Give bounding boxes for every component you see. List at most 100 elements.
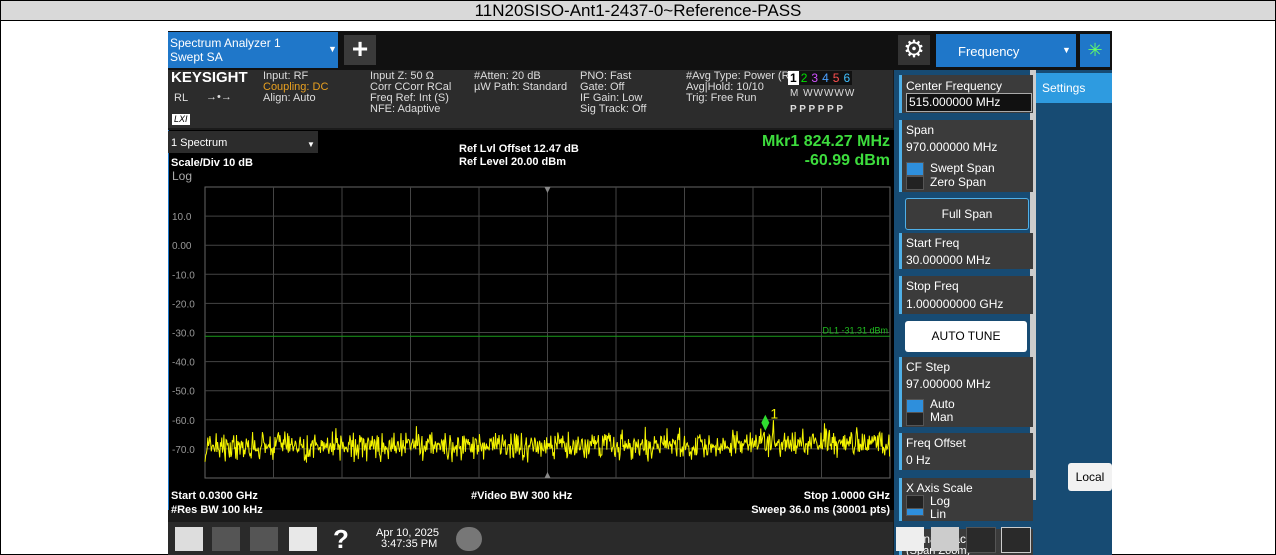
trace-number: 2 <box>800 71 808 85</box>
info-1: Coupling: DC <box>263 81 329 93</box>
header: 11N20SISO-Ant1-2437-0~Reference-PASS <box>0 0 1276 21</box>
stop-freq: Stop 1.0000 GHz <box>803 490 890 502</box>
trace-number: 4 <box>822 71 829 85</box>
value: 30.000000 MHz <box>906 253 991 267</box>
auto-tune[interactable]: AUTO TUNE <box>905 321 1027 352</box>
marker-freq: Mkr1 824.27 MHz <box>761 133 890 150</box>
info-3: µW Path: Standard <box>474 81 568 93</box>
y-tick-label: -50.0 <box>172 387 195 398</box>
y-tick-label: 0.00 <box>172 241 192 252</box>
option: Auto <box>930 397 955 411</box>
start-freq[interactable]: Start Freq 30.000000 MHz <box>899 233 1033 269</box>
stop-freq[interactable]: Stop Freq 1.000000000 GHz <box>899 276 1033 314</box>
menu-select[interactable]: Frequency ▼ <box>936 34 1076 67</box>
y-tick-label: 10.0 <box>172 212 192 223</box>
marker-label: 1 <box>770 406 778 422</box>
undo-icon[interactable] <box>212 527 240 551</box>
input[interactable]: 515.000000 MHz <box>906 93 1032 112</box>
span[interactable]: Span 970.000000 MHz Swept Span Zero Span <box>899 120 1033 192</box>
center-freq[interactable]: Center Frequency 515.000000 MHz <box>899 75 1033 113</box>
touch-icon[interactable] <box>931 527 959 551</box>
ref-offset: Ref Lvl Offset 12.47 dB <box>459 143 579 155</box>
value: 0 Hz <box>906 453 931 467</box>
gear[interactable]: ⚙ <box>898 35 930 65</box>
info-2: Corr CCorr RCal <box>370 81 452 93</box>
sweep: Sweep 36.0 ms (30001 pts) <box>751 504 890 516</box>
layout-icon[interactable] <box>896 527 924 551</box>
log-label: Log <box>172 169 193 183</box>
chat-icon[interactable] <box>456 527 482 551</box>
label: X Axis Scale <box>906 481 973 495</box>
arrow: ▼ <box>1062 45 1071 55</box>
settings-tab[interactable]: Settings <box>1036 73 1112 103</box>
y-tick-label: -70.0 <box>172 445 195 456</box>
window-tab[interactable] <box>168 131 318 153</box>
grid-icon[interactable] <box>966 527 996 553</box>
option: Lin <box>930 507 947 521</box>
radio[interactable] <box>906 412 924 426</box>
radio[interactable] <box>906 495 924 509</box>
radio[interactable] <box>906 162 924 176</box>
x-axis-scale[interactable]: X Axis Scale Log Lin <box>899 478 1033 521</box>
info-1: Input: RF <box>263 70 309 82</box>
fullscreen-icon[interactable] <box>1001 527 1031 553</box>
display-line-label: DL1 -31.31 dBm <box>822 325 888 335</box>
info-4: PNO: Fast <box>580 70 632 82</box>
help-icon[interactable]: ? <box>327 526 355 552</box>
full-span[interactable]: Full Span <box>905 198 1029 230</box>
label: Freq Offset <box>906 436 966 450</box>
tab-title: Spectrum Analyzer 1 <box>170 36 281 50</box>
freq-offset[interactable]: Freq Offset 0 Hz <box>899 433 1033 470</box>
info-5: #Avg Type: Power (RMS) <box>686 70 810 82</box>
option: Man <box>930 410 954 424</box>
add-button[interactable]: + <box>344 35 376 65</box>
label: CF Step <box>906 360 951 374</box>
lxi: LXI <box>172 114 190 125</box>
info-4: IF Gain: Low <box>580 92 643 104</box>
info-5: Trig: Free Run <box>686 92 757 104</box>
info-5: Avg|Hold: 10/10 <box>686 81 764 93</box>
info-1: Align: Auto <box>263 92 316 104</box>
graticule: 10.0 0.00 -10.0 -20.0 -30.0 -40.0 -50.0 -60.0 -7… <box>172 186 891 479</box>
y-tick-label: -60.0 <box>172 416 195 427</box>
status-icon[interactable]: ✳ <box>1080 34 1110 67</box>
rl: RL <box>174 92 189 104</box>
y-tick-label: -20.0 <box>172 299 195 310</box>
value: 970.000000 MHz <box>906 140 998 154</box>
window-arrow: ▼ <box>307 140 315 149</box>
redo-icon[interactable] <box>250 527 278 551</box>
info-2: NFE: Adaptive <box>370 103 441 115</box>
y-tick-label: -40.0 <box>172 358 195 369</box>
center-tick <box>544 472 551 478</box>
taskbar <box>168 522 893 555</box>
info-4: Gate: Off <box>580 81 625 93</box>
marker-amp: -60.99 dBm <box>804 152 890 169</box>
info-2: Input Z: 50 Ω <box>370 70 434 82</box>
windows-icon[interactable] <box>175 527 203 551</box>
trace-number: 3 <box>811 71 819 85</box>
radio[interactable] <box>906 508 924 516</box>
local-button[interactable]: Local <box>1068 463 1112 491</box>
y-tick-label: -10.0 <box>172 270 195 281</box>
res-bw: #Res BW 100 kHz <box>171 504 263 516</box>
window-name: 1 Spectrum <box>171 137 228 149</box>
option: Zero Span <box>930 175 987 189</box>
label: Span <box>906 123 935 137</box>
info-bar <box>168 70 893 128</box>
trace-det: P P P P P P <box>790 104 844 115</box>
scale-div: Scale/Div 10 dB <box>171 157 253 169</box>
label: Stop Freq <box>906 279 959 293</box>
start-freq: Start 0.0300 GHz <box>171 490 258 502</box>
info-4: Sig Track: Off <box>580 103 647 115</box>
trace-number: 1 <box>788 71 799 85</box>
radio[interactable] <box>906 399 924 413</box>
cf-step[interactable]: CF Step 97.000000 MHz Auto Man <box>899 357 1033 427</box>
arrow: ▼ <box>328 44 337 54</box>
tab[interactable]: Spectrum Analyzer 1 Swept SA ▼ <box>168 32 338 68</box>
folder-icon[interactable] <box>289 527 317 551</box>
ref-level: Ref Level 20.00 dBm <box>459 156 566 168</box>
trace-number: 5 <box>832 71 840 85</box>
radio[interactable] <box>906 176 924 190</box>
